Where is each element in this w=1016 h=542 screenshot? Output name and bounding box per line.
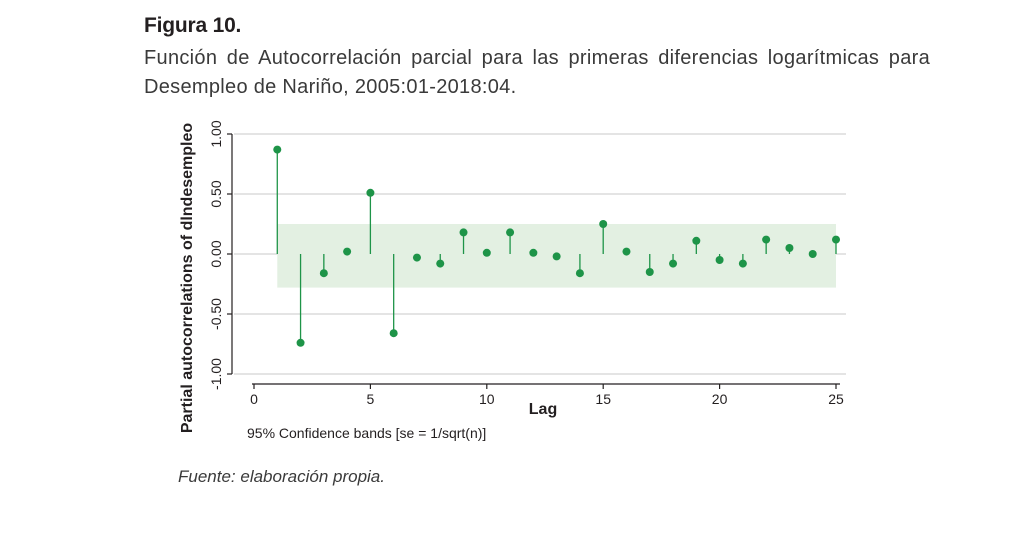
x-tick-label: 15 [595,391,611,407]
source-note: Fuente: elaboración propia. [178,467,385,486]
x-tick-label: 25 [828,391,844,407]
y-tick-label: 1.00 [208,120,224,147]
pacf-point [575,269,584,278]
confidence-band-note: 95% Confidence bands [se = 1/sqrt(n)] [247,425,486,441]
pacf-point [296,338,305,347]
x-tick-label: 20 [712,391,728,407]
y-tick-label: 0.50 [208,180,224,207]
axes-layer [227,133,840,389]
pacf-point [832,235,840,244]
pacf-point [552,252,561,261]
pacf-point [366,188,375,197]
pacf-point [482,248,491,257]
y-tick-label: -1.00 [208,358,224,390]
pacf-point [529,248,538,257]
pacf-point [738,259,747,268]
x-tick-label: 10 [479,391,495,407]
figure-caption: Función de Autocorrelación parcial para … [144,47,930,98]
y-tick-label: 0.00 [208,240,224,267]
y-axis-label: Partial autocorrelations of dlndesempleo [179,123,196,434]
x-axis-label: Lag [529,401,557,418]
pacf-point [506,228,515,237]
pacf-point [436,259,445,268]
figure-label: Figura 10. [144,14,242,37]
pacf-point [622,247,631,256]
pacf-point [319,269,328,278]
pacf-point [273,145,282,154]
y-tick-label: -0.50 [208,298,224,330]
pacf-point [762,235,771,244]
grid-layer [234,133,846,375]
pacf-point [343,247,352,256]
pacf-point [645,268,654,276]
pacf-point [389,329,398,338]
pacf-point [785,244,794,252]
pacf-point [412,253,421,262]
points-layer [273,145,840,347]
x-tick-label: 0 [250,391,258,407]
pacf-point [715,256,724,264]
x-tick-label: 5 [367,391,375,407]
pacf-point [669,259,678,268]
labels-layer: Partial autocorrelations of dlndesempleo… [179,120,844,441]
pacf-point [459,228,468,237]
pacf-point [808,250,817,258]
pacf-point [599,220,608,228]
pacf-point [692,236,701,245]
